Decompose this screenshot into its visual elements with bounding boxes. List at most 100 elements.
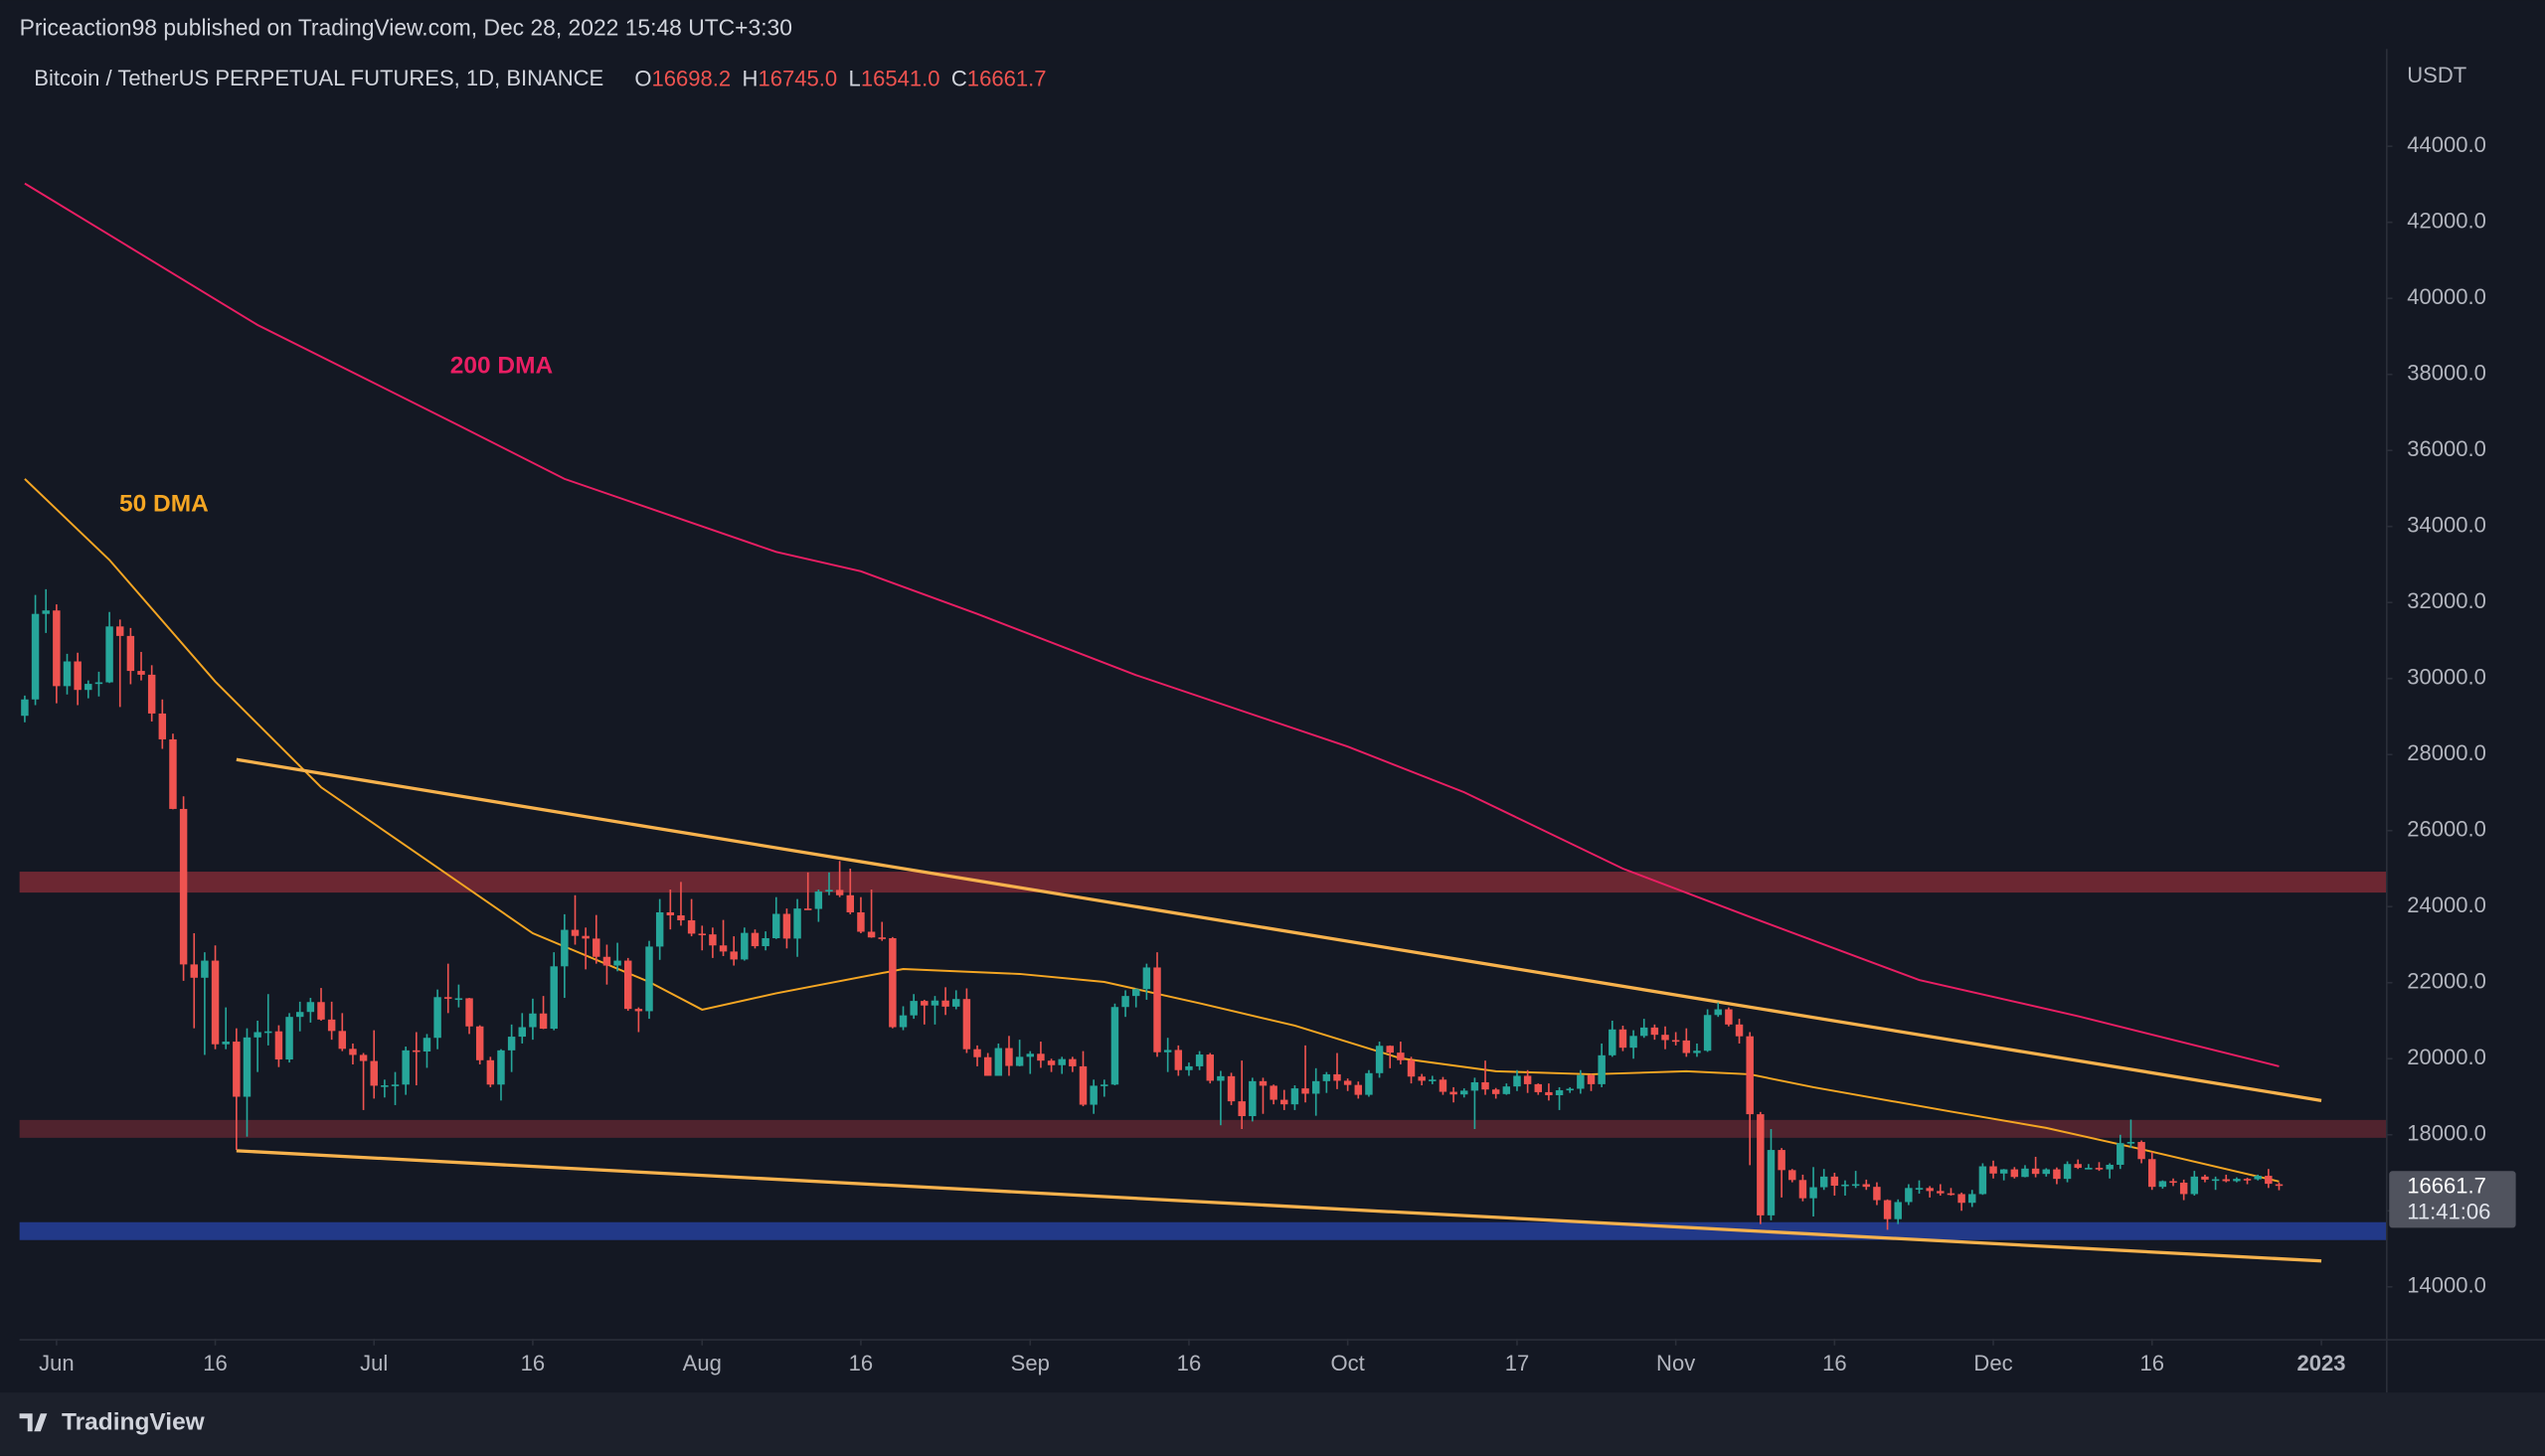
candle-body: [2021, 1168, 2029, 1178]
candle-body: [1671, 1040, 1680, 1043]
candle-body: [402, 1050, 410, 1085]
candle-body: [1343, 1080, 1352, 1085]
candle-body: [1491, 1089, 1500, 1094]
candle-body: [2169, 1181, 2177, 1184]
x-tick-label: 2023: [2297, 1351, 2346, 1375]
footer-bar: [0, 1392, 2545, 1456]
candle-body: [1609, 1029, 1616, 1055]
candle-body: [582, 935, 590, 939]
candle-body: [1926, 1188, 1934, 1192]
candle-body: [1629, 1036, 1637, 1049]
candle-body: [190, 964, 198, 978]
x-tick-label: Aug: [683, 1351, 722, 1375]
x-tick-label: Jun: [39, 1351, 75, 1375]
candle-body: [613, 960, 621, 966]
candle-body: [1290, 1088, 1299, 1105]
candle-body: [1429, 1079, 1437, 1081]
y-tick-label: 32000.0: [2407, 588, 2486, 613]
candle-body: [1439, 1079, 1447, 1092]
candle-body: [2190, 1176, 2199, 1195]
candle-body: [1534, 1083, 1542, 1092]
candle-body: [1746, 1036, 1754, 1115]
y-tick-label: 18000.0: [2407, 1121, 2486, 1146]
candle-body: [1862, 1184, 1871, 1188]
ohlc-value: 16745.0: [758, 66, 837, 90]
x-tick-label: 16: [1177, 1351, 1202, 1375]
candle-body: [1418, 1076, 1426, 1081]
candle-body: [825, 890, 833, 892]
candle-body: [1174, 1050, 1183, 1070]
candle-body: [2074, 1164, 2082, 1169]
candle-body: [1830, 1176, 1839, 1187]
candle-body: [1058, 1058, 1066, 1065]
candle-body: [1809, 1187, 1817, 1199]
candle-body: [116, 626, 124, 636]
candle-body: [1026, 1053, 1034, 1057]
candle-body: [2148, 1159, 2156, 1188]
ohlc-value: 16541.0: [861, 66, 940, 90]
candle-body: [1714, 1009, 1722, 1016]
candle-body: [370, 1060, 378, 1086]
candle-body: [962, 999, 971, 1050]
countdown: 11:41:06: [2407, 1200, 2490, 1224]
candle-body: [295, 1012, 304, 1018]
candle-body: [1819, 1176, 1828, 1188]
candle-body: [1142, 967, 1151, 990]
candle-body: [63, 661, 72, 687]
candle-body: [1195, 1054, 1204, 1066]
x-tick-label: Dec: [1973, 1351, 2012, 1375]
candle-body: [762, 937, 769, 947]
candle-body: [1037, 1053, 1045, 1061]
x-tick-label: 16: [203, 1351, 228, 1375]
y-tick-label: 20000.0: [2407, 1045, 2486, 1069]
candle-body: [1163, 1050, 1172, 1052]
candle-body: [1905, 1188, 1913, 1203]
x-tick-label: Nov: [1656, 1351, 1695, 1375]
candle-body: [243, 1037, 252, 1097]
series-label: 50 DMA: [119, 490, 209, 517]
y-tick-label: 30000.0: [2407, 665, 2486, 690]
zone: [19, 1221, 2386, 1240]
candle-body: [327, 1019, 336, 1032]
candle-body: [42, 610, 50, 614]
candle-body: [126, 635, 135, 672]
candle-body: [94, 682, 103, 685]
candle-body: [719, 945, 728, 952]
candle-body: [1767, 1150, 1776, 1215]
candle-body: [803, 908, 812, 910]
candle-body: [391, 1084, 400, 1086]
candle-body: [1883, 1200, 1892, 1219]
x-tick-label: 17: [1505, 1351, 1530, 1375]
candle-body: [2222, 1179, 2230, 1182]
candle-body: [550, 966, 558, 1030]
candle-body: [349, 1049, 357, 1055]
candle-body: [1915, 1188, 1924, 1190]
candle-body: [602, 956, 611, 966]
candle-body: [1566, 1088, 1574, 1091]
candle-body: [1069, 1058, 1077, 1066]
candle-body: [2010, 1169, 2019, 1178]
candle-body: [1513, 1075, 1521, 1087]
candle-body: [1047, 1060, 1056, 1065]
candle-body: [593, 938, 600, 957]
candle-body: [137, 671, 145, 675]
candle-body: [698, 933, 706, 936]
candle-body: [201, 960, 209, 978]
candle-body: [1280, 1099, 1288, 1105]
candle-body: [867, 931, 876, 938]
candle-body: [2265, 1176, 2273, 1185]
candle-body: [529, 1013, 537, 1028]
y-tick-label: 40000.0: [2407, 284, 2486, 309]
ohlc-letter: O: [634, 66, 651, 90]
candle-body: [878, 937, 886, 939]
x-tick-label: 16: [1822, 1351, 1847, 1375]
candle-body: [264, 1031, 272, 1034]
candle-body: [741, 932, 749, 960]
candle-body: [147, 674, 156, 714]
candle-body: [2243, 1179, 2252, 1181]
brand-logo: [19, 1413, 48, 1432]
candle-body: [2095, 1168, 2104, 1170]
ohlc-letter: H: [743, 66, 759, 90]
candle-body: [475, 1026, 484, 1060]
candle-body: [1206, 1054, 1214, 1081]
